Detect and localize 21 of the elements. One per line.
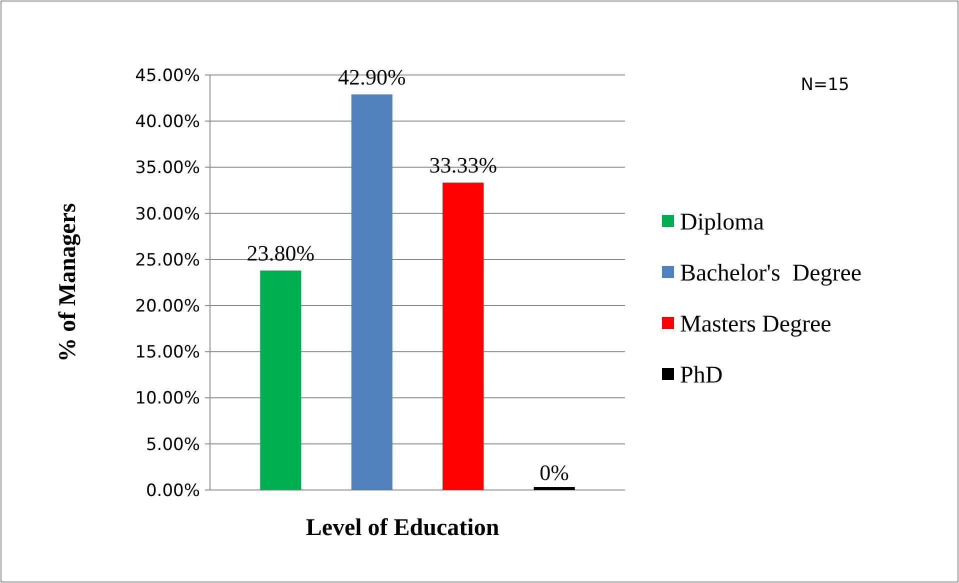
x-axis-title: Level of Education xyxy=(306,515,500,541)
y-tick-label: 35.00% xyxy=(135,158,200,178)
legend-label: PhD xyxy=(680,362,723,388)
data-label: 23.80% xyxy=(246,240,315,266)
legend-label: Masters Degree xyxy=(680,311,832,338)
data-label: 42.90% xyxy=(338,64,406,90)
text: N=15 xyxy=(800,75,850,95)
y-axis-title: % of Managers xyxy=(55,203,81,362)
legend-label: Bachelor's Degree xyxy=(680,260,862,286)
y-tick-label: 45.00% xyxy=(135,66,200,86)
y-tick-label: 40.00% xyxy=(135,112,200,132)
y-tick-label: 10.00% xyxy=(135,388,200,409)
legend-label: Diploma xyxy=(680,209,764,236)
y-tick-label: 30.00% xyxy=(135,204,200,224)
data-label: 0% xyxy=(540,460,569,485)
y-tick-label: 25.00% xyxy=(135,250,200,270)
y-tick-label: 15.00% xyxy=(135,342,200,363)
y-tick-label: 0.00% xyxy=(146,480,200,501)
y-tick-label: 5.00% xyxy=(146,434,200,455)
data-label: 33.33% xyxy=(429,152,498,178)
y-tick-label: 20.00% xyxy=(135,296,200,317)
